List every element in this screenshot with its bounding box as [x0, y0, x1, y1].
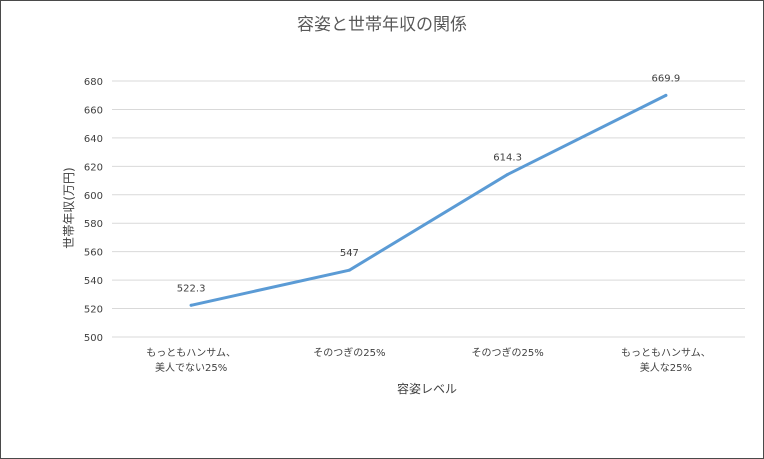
y-tick-label: 600	[84, 191, 103, 202]
y-tick-label: 660	[84, 105, 103, 116]
x-category-label: もっともハンサム、美人な25%	[621, 347, 711, 374]
y-tick-label: 640	[84, 134, 103, 145]
data-label: 669.9	[652, 73, 681, 84]
y-tick-label: 500	[84, 333, 103, 344]
y-tick-label: 540	[84, 276, 103, 287]
x-category-label: そのつぎの25%	[472, 346, 544, 359]
data-point	[347, 268, 351, 272]
x-category-label: もっともハンサム、美人でない25%	[146, 347, 236, 374]
y-tick-label: 580	[84, 219, 103, 230]
series-group	[189, 93, 668, 307]
x-axis-categories: もっともハンサム、美人でない25% そのつぎの25% そのつぎの25% もっともハンサ…	[146, 346, 711, 374]
data-label: 547	[340, 248, 359, 259]
y-tick-label: 520	[84, 305, 103, 316]
data-point	[506, 172, 510, 176]
data-label: 614.3	[493, 152, 522, 163]
data-point	[664, 93, 668, 97]
data-label: 522.3	[177, 283, 206, 294]
data-point	[189, 303, 193, 307]
y-axis-ticks: 500 520 540 560 580 600 620 640 660 680	[84, 77, 103, 344]
y-tick-label: 560	[84, 248, 103, 259]
x-category-label: そのつぎの25%	[313, 346, 385, 359]
y-tick-label: 620	[84, 162, 103, 173]
series-line	[189, 93, 668, 307]
gridlines	[112, 80, 745, 338]
chart-title: 容姿と世帯年収の関係	[297, 15, 467, 35]
x-axis-label: 容姿レベル	[397, 381, 457, 396]
data-labels: 522.3 547 614.3 669.9	[177, 73, 680, 294]
y-axis-label: 世帯年収(万円)	[62, 167, 76, 248]
y-tick-label: 680	[84, 77, 103, 88]
